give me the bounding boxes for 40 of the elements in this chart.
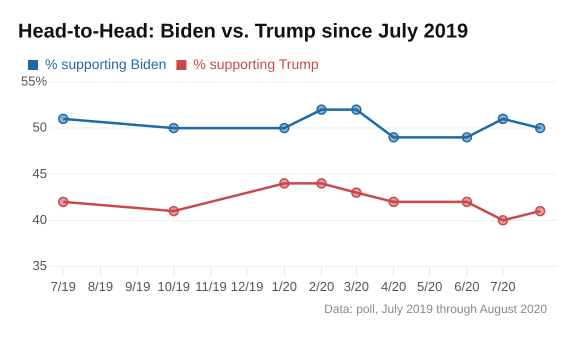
point (279, 122, 290, 134)
point (534, 122, 546, 134)
point (58, 114, 68, 124)
point (168, 206, 180, 216)
point (534, 206, 546, 216)
legend-label: % supporting Trump (193, 56, 319, 72)
point (388, 132, 399, 143)
text: Data: poll, July 2019 through August 2020 (323, 302, 548, 316)
x-tick-label: 10/19 (157, 278, 190, 294)
x-tick-label: 7/19 (50, 278, 76, 294)
point (168, 122, 180, 134)
y-tick-label: 55% (20, 74, 48, 89)
point (462, 132, 472, 143)
x-tick-label: 7/20 (490, 278, 516, 294)
point (279, 178, 290, 189)
x-tick-label: 2/20 (308, 278, 334, 294)
point (351, 187, 362, 198)
y-tick-label: 50 (32, 120, 48, 135)
x-tick-label: 6/20 (454, 278, 480, 294)
x-tick-label: 5/20 (417, 278, 442, 294)
x-tick-label: 8/19 (88, 278, 114, 294)
y-tick-label: 40 (32, 212, 48, 227)
point (462, 196, 472, 208)
y-tick-label: 35 (32, 258, 48, 273)
x-tick-label: 3/20 (344, 278, 370, 294)
point (388, 196, 399, 208)
point (498, 114, 508, 124)
point (351, 104, 362, 115)
x-tick-label: 4/20 (380, 278, 406, 294)
y-tick-label: 45 (32, 166, 48, 181)
point (498, 215, 508, 226)
x-tick-label: 11/19 (195, 278, 227, 294)
x-tick-label: 9/19 (125, 278, 150, 294)
x-tick-label: 1/20 (272, 278, 297, 294)
point (316, 178, 327, 189)
chart-title: Head-to-Head: Biden vs. Trump since July 2019 (18, 20, 468, 43)
point (58, 196, 68, 208)
point (316, 104, 327, 115)
x-tick-label: 12/19 (230, 278, 264, 294)
legend-label: % supporting Biden (45, 56, 166, 72)
